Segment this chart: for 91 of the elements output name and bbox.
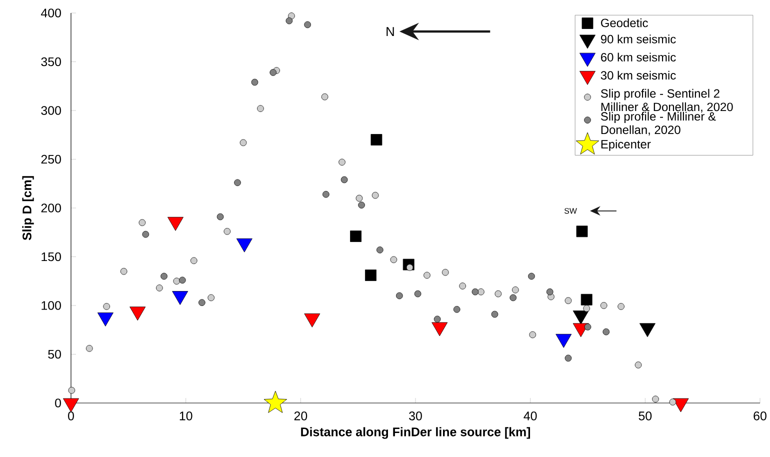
point bbox=[103, 303, 110, 310]
legend-label: 60 km seismic bbox=[601, 52, 676, 62]
point bbox=[453, 306, 460, 313]
point bbox=[634, 362, 642, 368]
point bbox=[257, 105, 264, 112]
point bbox=[264, 390, 288, 413]
point bbox=[138, 219, 146, 226]
point bbox=[600, 302, 608, 309]
point bbox=[120, 268, 128, 275]
x-tick-label: 0 bbox=[68, 412, 74, 420]
point bbox=[618, 303, 624, 310]
point bbox=[224, 228, 231, 235]
point bbox=[372, 192, 379, 199]
y-tick-label: 150 bbox=[42, 252, 61, 262]
point bbox=[234, 179, 241, 186]
point bbox=[478, 288, 484, 296]
annotation: N bbox=[386, 27, 394, 36]
point bbox=[584, 324, 592, 330]
point bbox=[472, 288, 479, 296]
point bbox=[216, 213, 224, 220]
y-tick-label: 400 bbox=[40, 8, 61, 18]
point bbox=[512, 286, 519, 294]
point bbox=[208, 294, 214, 302]
y-tick-label: 200 bbox=[41, 204, 61, 212]
point bbox=[396, 292, 403, 300]
point bbox=[304, 21, 311, 28]
point bbox=[414, 290, 422, 298]
point bbox=[583, 305, 590, 312]
x-tick-label: 60 bbox=[754, 412, 766, 420]
x-tick-label: 30 bbox=[409, 412, 422, 420]
point bbox=[510, 294, 517, 302]
point bbox=[491, 310, 498, 318]
y-tick-label: 350 bbox=[41, 57, 61, 66]
point bbox=[160, 272, 168, 280]
point bbox=[173, 278, 180, 285]
legend-label: Epicenter bbox=[601, 140, 651, 151]
point bbox=[356, 194, 363, 202]
point bbox=[602, 328, 610, 336]
point bbox=[370, 134, 382, 146]
y-tick-label: 250 bbox=[41, 154, 61, 164]
point bbox=[494, 290, 502, 298]
point bbox=[240, 139, 247, 146]
point bbox=[338, 158, 346, 166]
point bbox=[652, 396, 659, 402]
legend-label: Slip profile - Milliner & Donellan, 2020 bbox=[600, 112, 716, 136]
point bbox=[564, 297, 572, 304]
y-tick-label: 100 bbox=[42, 301, 61, 310]
point bbox=[251, 78, 258, 86]
point bbox=[442, 268, 449, 276]
legend-label: 90 km seismic bbox=[600, 34, 676, 44]
x-tick-label: 10 bbox=[180, 412, 192, 420]
y-axis-title: Slip D [cm] bbox=[22, 176, 34, 240]
point bbox=[86, 345, 93, 352]
point bbox=[434, 316, 441, 323]
y-tick-label: 300 bbox=[41, 106, 61, 115]
y-tick-label: 50 bbox=[48, 350, 61, 359]
point bbox=[546, 288, 554, 296]
point bbox=[322, 190, 330, 198]
legend-label: Geodetic bbox=[601, 18, 648, 28]
point bbox=[198, 299, 206, 306]
point bbox=[365, 270, 376, 281]
point bbox=[390, 256, 398, 264]
point bbox=[340, 176, 348, 184]
point bbox=[564, 354, 572, 362]
point bbox=[178, 276, 186, 284]
point bbox=[358, 202, 365, 208]
point bbox=[669, 398, 676, 406]
point bbox=[576, 226, 588, 238]
point bbox=[288, 12, 295, 20]
point bbox=[156, 284, 163, 292]
point bbox=[459, 282, 466, 290]
x-tick-label: 40 bbox=[524, 412, 537, 420]
point bbox=[580, 294, 592, 306]
point bbox=[286, 17, 293, 24]
point bbox=[350, 230, 362, 242]
point bbox=[68, 386, 76, 394]
legend-label: Slip profile - Sentinel 2 Milliner & Donellan, 2020 bbox=[600, 88, 733, 113]
x-tick-label: 50 bbox=[638, 412, 652, 420]
x-axis-title: Distance along FinDer line source [km] bbox=[301, 427, 530, 439]
x-tick-label: 20 bbox=[294, 412, 308, 420]
point bbox=[321, 93, 328, 100]
point bbox=[424, 272, 430, 279]
point bbox=[190, 257, 198, 264]
point bbox=[529, 331, 536, 338]
point bbox=[376, 246, 384, 254]
y-tick-label: 0 bbox=[55, 398, 61, 408]
point bbox=[528, 272, 535, 280]
point bbox=[142, 230, 150, 238]
legend-label: 30 km seismic bbox=[600, 70, 676, 80]
point bbox=[406, 264, 414, 271]
point bbox=[270, 69, 277, 76]
